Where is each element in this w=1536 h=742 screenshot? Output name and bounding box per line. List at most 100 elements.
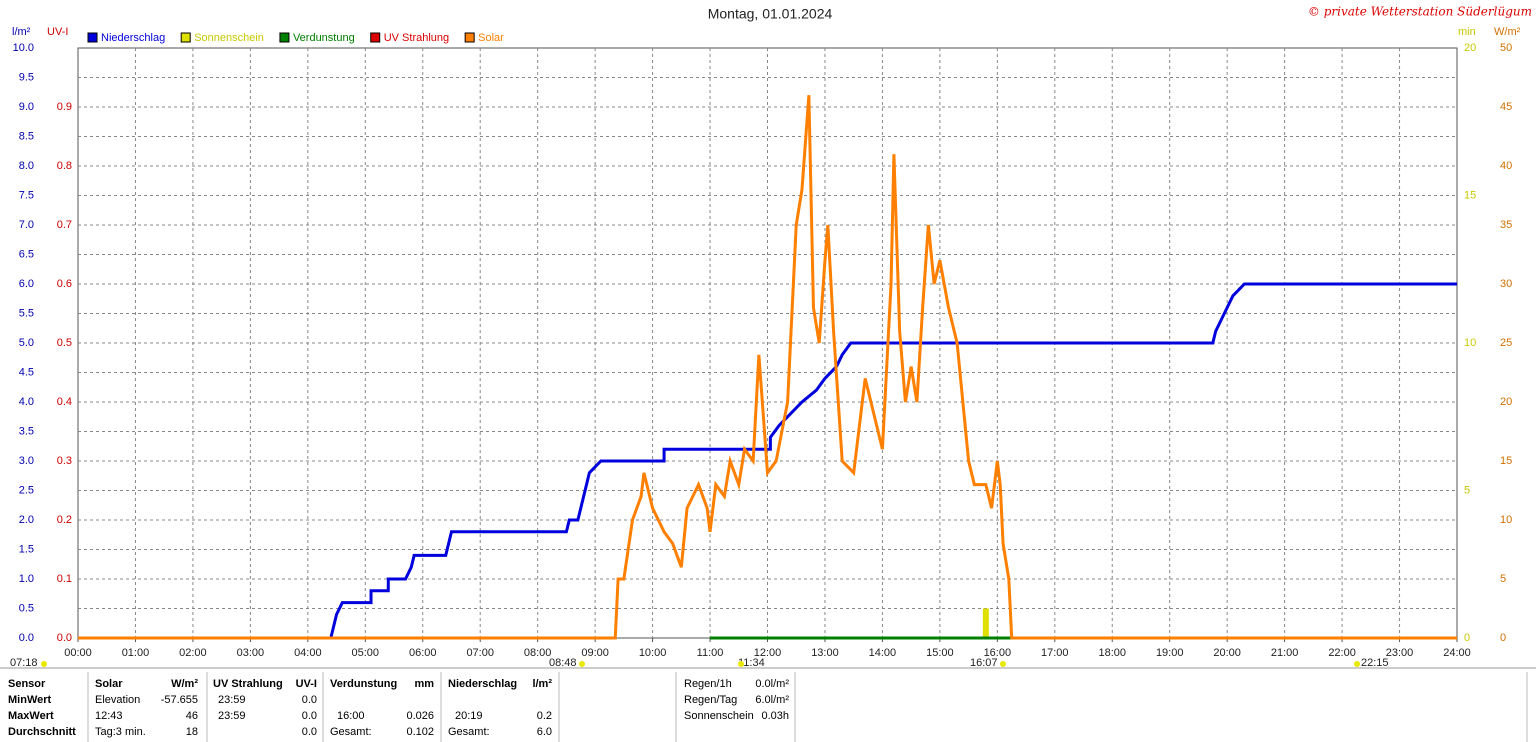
table-cell: -57.655: [161, 694, 198, 706]
summary-value: 0.03h: [761, 710, 789, 722]
legend-swatch: [464, 32, 475, 43]
x-tick-label: 24:00: [1443, 647, 1471, 659]
time-marker: 11:34: [738, 657, 765, 669]
y-tick-label: 4.5: [19, 366, 34, 378]
table-header: mm: [414, 678, 434, 690]
axis-label: min: [1458, 26, 1476, 38]
y-tick-label: 5.0: [19, 337, 34, 349]
table-header: Verdunstung: [330, 678, 397, 690]
y-tick-label: 50: [1500, 42, 1512, 54]
summary-label: Sonnenschein: [684, 710, 754, 722]
y-tick-label: 15: [1464, 189, 1476, 201]
y-tick-label: 5: [1464, 484, 1470, 496]
time-marker: 22:15: [1361, 657, 1389, 669]
copyright: © private Wetterstation Süderlügum: [1308, 5, 1532, 19]
y-tick-label: 35: [1500, 219, 1512, 231]
marker-dot: [1354, 661, 1360, 667]
row-label: MaxWert: [8, 710, 54, 722]
table-cell: 6.0: [537, 726, 552, 738]
y-tick-label: 3.5: [19, 425, 34, 437]
time-marker: 16:07: [970, 657, 998, 669]
x-tick-label: 05:00: [352, 647, 380, 659]
x-tick-label: 11:00: [697, 647, 724, 659]
y-tick-label: 0.0: [19, 632, 34, 644]
y-tick-label: 2.5: [19, 484, 34, 496]
y-tick-label: 6.0: [19, 278, 34, 290]
x-tick-label: 03:00: [237, 647, 265, 659]
summary-label: Regen/Tag: [684, 694, 737, 706]
y-tick-label: 6.5: [19, 248, 34, 260]
table-cell: 16:00: [337, 710, 365, 722]
y-tick-label: 10.0: [13, 42, 34, 54]
x-tick-label: 02:00: [179, 647, 207, 659]
axis-label: UV-I: [47, 26, 68, 38]
y-tick-label: 7.0: [19, 219, 34, 231]
y-tick-label: 8.5: [19, 130, 34, 142]
y-tick-label: 10: [1464, 337, 1476, 349]
table-cell: 12:43: [95, 710, 123, 722]
y-tick-label: 0.2: [57, 514, 72, 526]
y-tick-label: 9.0: [19, 101, 34, 113]
y-tick-label: 0.1: [57, 573, 72, 585]
y-tick-label: 3.0: [19, 455, 34, 467]
y-tick-label: 5.5: [19, 307, 34, 319]
table-cell: 18: [186, 726, 198, 738]
y-tick-label: 0.5: [57, 337, 72, 349]
legend-swatch: [279, 32, 290, 43]
x-tick-label: 23:00: [1386, 647, 1414, 659]
x-tick-label: 15:00: [926, 647, 954, 659]
y-tick-label: 0.4: [57, 396, 72, 408]
time-marker: 07:18: [10, 657, 38, 669]
x-tick-label: 00:00: [64, 647, 92, 659]
summary-value: 0.0l/m²: [755, 678, 789, 690]
y-tick-label: 20: [1464, 42, 1476, 54]
legend-swatch: [87, 32, 98, 43]
y-tick-label: 1.5: [19, 543, 34, 555]
legend-label: Verdunstung: [293, 32, 355, 44]
x-tick-label: 09:00: [581, 647, 609, 659]
x-tick-label: 04:00: [294, 647, 322, 659]
marker-dot: [41, 661, 47, 667]
y-tick-label: 4.0: [19, 396, 34, 408]
y-tick-label: 8.0: [19, 160, 34, 172]
bar: [982, 608, 989, 638]
y-tick-label: 15: [1500, 455, 1512, 467]
y-tick-label: 0.5: [19, 602, 34, 614]
table-cell: 0.026: [406, 710, 434, 722]
y-tick-label: 7.5: [19, 189, 34, 201]
row-label: MinWert: [8, 694, 52, 706]
y-tick-label: 2.0: [19, 514, 34, 526]
table-header: Solar: [95, 678, 123, 690]
x-tick-label: 10:00: [639, 647, 667, 659]
y-tick-label: 0.3: [57, 455, 72, 467]
time-marker: 08:48: [549, 657, 577, 669]
x-tick-label: 22:00: [1328, 647, 1356, 659]
table-lines: [87, 672, 1528, 742]
y-tick-label: 25: [1500, 337, 1512, 349]
y-tick-label: 45: [1500, 101, 1512, 113]
y-tick-label: 0: [1500, 632, 1506, 644]
x-tick-label: 07:00: [466, 647, 494, 659]
x-tick-label: 08:00: [524, 647, 552, 659]
table-cell: 23:59: [218, 710, 246, 722]
x-tick-label: 20:00: [1213, 647, 1241, 659]
y-tick-label: 0.6: [57, 278, 72, 290]
axis-label: l/m²: [12, 26, 31, 38]
table-header: UV-I: [296, 678, 317, 690]
table-header: Niederschlag: [448, 678, 517, 690]
table-cell: Gesamt:: [448, 726, 490, 738]
chart-title: Montag, 01.01.2024: [708, 6, 833, 22]
y-tick-label: 10: [1500, 514, 1512, 526]
marker-dot: [579, 661, 585, 667]
legend-swatch: [370, 32, 381, 43]
x-tick-label: 12:00: [754, 647, 782, 659]
table-cell: 20:19: [455, 710, 483, 722]
x-tick-label: 06:00: [409, 647, 437, 659]
table-header: UV Strahlung: [213, 678, 283, 690]
legend-label: Solar: [478, 32, 504, 44]
legend-label: UV Strahlung: [384, 32, 449, 44]
table-cell: 0.2: [537, 710, 552, 722]
y-tick-label: 40: [1500, 160, 1512, 172]
x-tick-label: 21:00: [1271, 647, 1299, 659]
